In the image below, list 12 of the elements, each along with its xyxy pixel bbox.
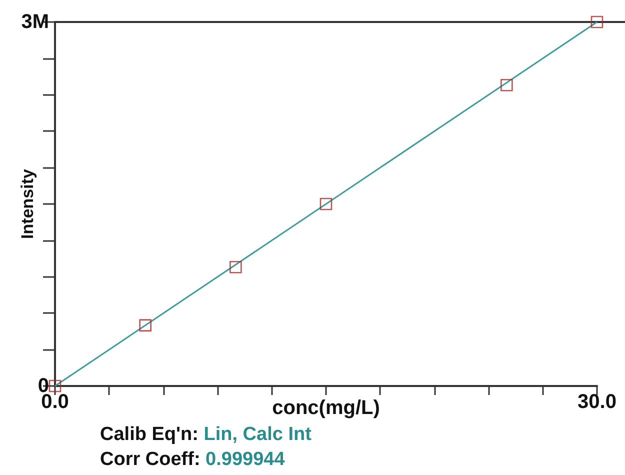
x-axis-title: conc(mg/L) (272, 397, 380, 419)
point (230, 260, 242, 274)
point (320, 198, 332, 210)
point (139, 319, 152, 332)
y-tick-label: 3M (21, 11, 49, 33)
x-tick-label: 30.0 (578, 391, 616, 413)
text: Corr Coeff: 0.999944 (100, 449, 286, 470)
point (500, 78, 513, 92)
text: Calib Eq'n: Lin, Calc Int (100, 424, 312, 445)
point (48, 380, 62, 392)
y-axis-title: Intensity (18, 168, 37, 239)
point (590, 16, 604, 28)
